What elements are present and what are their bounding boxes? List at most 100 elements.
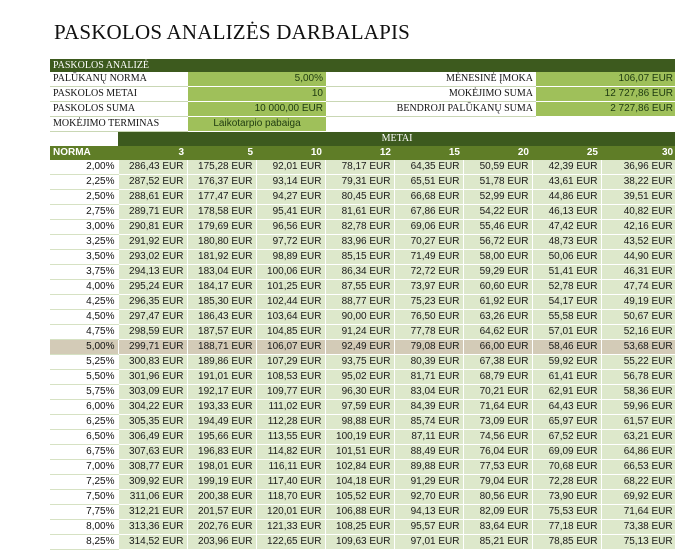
year-column-header: 30	[601, 146, 675, 160]
payment-cell: 52,78 EUR	[532, 279, 602, 295]
rate-cell: 3,50%	[50, 249, 119, 265]
payment-cell: 103,64 EUR	[256, 309, 326, 325]
payment-cell: 198,01 EUR	[187, 459, 257, 475]
payment-cell: 92,01 EUR	[256, 160, 326, 175]
table-row: 3,00% 290,81 EUR 179,69 EUR 96,56 EUR 82,78 …	[50, 219, 675, 235]
table-row: 3,50% 293,02 EUR 181,92 EUR 98,89 EUR 85,15 …	[50, 249, 675, 265]
payment-cell: 70,27 EUR	[394, 234, 464, 250]
payment-cell: 180,80 EUR	[187, 234, 257, 250]
payment-cell: 44,86 EUR	[532, 189, 602, 205]
payment-cell: 80,56 EUR	[463, 489, 533, 505]
payment-cell: 88,77 EUR	[325, 294, 395, 310]
year-column-header: 3	[118, 146, 187, 160]
payment-cell: 300,83 EUR	[118, 354, 188, 370]
rate-cell: 6,75%	[50, 444, 119, 460]
payment-cell: 203,96 EUR	[187, 534, 257, 550]
payment-cell: 295,24 EUR	[118, 279, 188, 295]
summary-label: MOKĖJIMO TERMINAS	[50, 116, 188, 132]
payment-cell: 298,59 EUR	[118, 324, 188, 340]
summary-label: MOKĖJIMO SUMA	[326, 86, 536, 102]
payment-cell: 52,16 EUR	[601, 324, 675, 340]
payment-cell: 73,97 EUR	[394, 279, 464, 295]
payment-cell: 178,58 EUR	[187, 204, 257, 220]
payment-cell: 77,18 EUR	[532, 519, 602, 535]
rate-cell: 4,50%	[50, 309, 119, 325]
summary-label: PASKOLOS METAI	[50, 86, 188, 102]
payment-cell: 305,35 EUR	[118, 414, 188, 430]
payment-cell: 50,59 EUR	[463, 160, 533, 175]
payment-cell: 192,17 EUR	[187, 384, 257, 400]
payment-cell: 61,41 EUR	[532, 369, 602, 385]
loan-years-input[interactable]: 10	[188, 86, 326, 102]
table-row: 4,25% 296,35 EUR 185,30 EUR 102,44 EUR 88,77…	[50, 294, 675, 310]
payment-cell: 194,49 EUR	[187, 414, 257, 430]
payment-cell: 55,46 EUR	[463, 219, 533, 235]
loan-amount-input[interactable]: 10 000,00 EUR	[188, 101, 326, 117]
payment-cell: 120,01 EUR	[256, 504, 326, 520]
payment-cell: 78,17 EUR	[325, 160, 395, 175]
payment-cell: 53,68 EUR	[601, 339, 675, 355]
payment-cell: 177,47 EUR	[187, 189, 257, 205]
payment-cell: 87,11 EUR	[394, 429, 464, 445]
payment-cell: 46,31 EUR	[601, 264, 675, 280]
table-row: 5,50% 301,96 EUR 191,01 EUR 108,53 EUR 95,02…	[50, 369, 675, 385]
payment-cell: 66,68 EUR	[394, 189, 464, 205]
payment-cell: 42,39 EUR	[532, 160, 602, 175]
payment-cell: 70,68 EUR	[532, 459, 602, 475]
payment-cell: 95,02 EUR	[325, 369, 395, 385]
rate-cell: 2,50%	[50, 189, 119, 205]
payment-cell: 63,26 EUR	[463, 309, 533, 325]
payment-cell: 44,90 EUR	[601, 249, 675, 265]
table-row: 5,25% 300,83 EUR 189,86 EUR 107,29 EUR 93,75…	[50, 354, 675, 370]
years-header: METAI	[118, 132, 675, 146]
payment-cell: 79,04 EUR	[463, 474, 533, 490]
payment-cell: 312,21 EUR	[118, 504, 188, 520]
payment-cell: 76,50 EUR	[394, 309, 464, 325]
payment-cell: 71,64 EUR	[463, 399, 533, 415]
monthly-payment-value: 106,07 EUR	[536, 72, 675, 87]
rate-cell: 5,50%	[50, 369, 119, 385]
payment-cell: 60,60 EUR	[463, 279, 533, 295]
summary-label: BENDROJI PALŪKANŲ SUMA	[326, 101, 536, 117]
payment-cell: 118,70 EUR	[256, 489, 326, 505]
payment-cell: 50,06 EUR	[532, 249, 602, 265]
payment-table: METAI NORMA 3 5 10 12 15 20 25 30 2,00% 286,43 E…	[50, 132, 675, 550]
payment-cell: 75,23 EUR	[394, 294, 464, 310]
payment-cell: 94,13 EUR	[394, 504, 464, 520]
payment-cell: 184,17 EUR	[187, 279, 257, 295]
payment-cell: 108,53 EUR	[256, 369, 326, 385]
rate-cell: 4,00%	[50, 279, 119, 295]
payment-cell: 56,72 EUR	[463, 234, 533, 250]
summary-header: PASKOLOS ANALIZĖ	[50, 59, 675, 72]
table-row: 6,50% 306,49 EUR 195,66 EUR 113,55 EUR 100,1…	[50, 429, 675, 445]
payment-cell: 304,22 EUR	[118, 399, 188, 415]
payment-cell: 193,33 EUR	[187, 399, 257, 415]
payment-cell: 43,52 EUR	[601, 234, 675, 250]
payment-cell: 39,51 EUR	[601, 189, 675, 205]
payment-cell: 308,77 EUR	[118, 459, 188, 475]
payment-cell: 98,88 EUR	[325, 414, 395, 430]
payment-cell: 309,92 EUR	[118, 474, 188, 490]
payment-cell: 106,88 EUR	[325, 504, 395, 520]
table-row: 7,75% 312,21 EUR 201,57 EUR 120,01 EUR 106,8…	[50, 504, 675, 520]
rate-cell: 6,50%	[50, 429, 119, 445]
table-row: 7,00% 308,77 EUR 198,01 EUR 116,11 EUR 102,8…	[50, 459, 675, 475]
payment-cell: 104,18 EUR	[325, 474, 395, 490]
payment-cell: 75,53 EUR	[532, 504, 602, 520]
payment-cell: 61,92 EUR	[463, 294, 533, 310]
payment-term-select[interactable]: Laikotarpio pabaiga	[188, 116, 326, 132]
rate-cell: 5,00%	[50, 339, 119, 355]
payment-cell: 65,97 EUR	[532, 414, 602, 430]
payment-cell: 73,90 EUR	[532, 489, 602, 505]
payment-cell: 47,74 EUR	[601, 279, 675, 295]
table-row: 6,00% 304,22 EUR 193,33 EUR 111,02 EUR 97,59…	[50, 399, 675, 415]
payment-cell: 100,19 EUR	[325, 429, 395, 445]
payment-cell: 93,14 EUR	[256, 174, 326, 190]
interest-rate-input[interactable]: 5,00%	[188, 72, 326, 87]
payment-cell: 81,61 EUR	[325, 204, 395, 220]
payment-cell: 64,62 EUR	[463, 324, 533, 340]
payment-cell: 296,35 EUR	[118, 294, 188, 310]
payment-cell: 108,25 EUR	[325, 519, 395, 535]
payment-cell: 97,72 EUR	[256, 234, 326, 250]
rate-cell: 3,25%	[50, 234, 119, 250]
